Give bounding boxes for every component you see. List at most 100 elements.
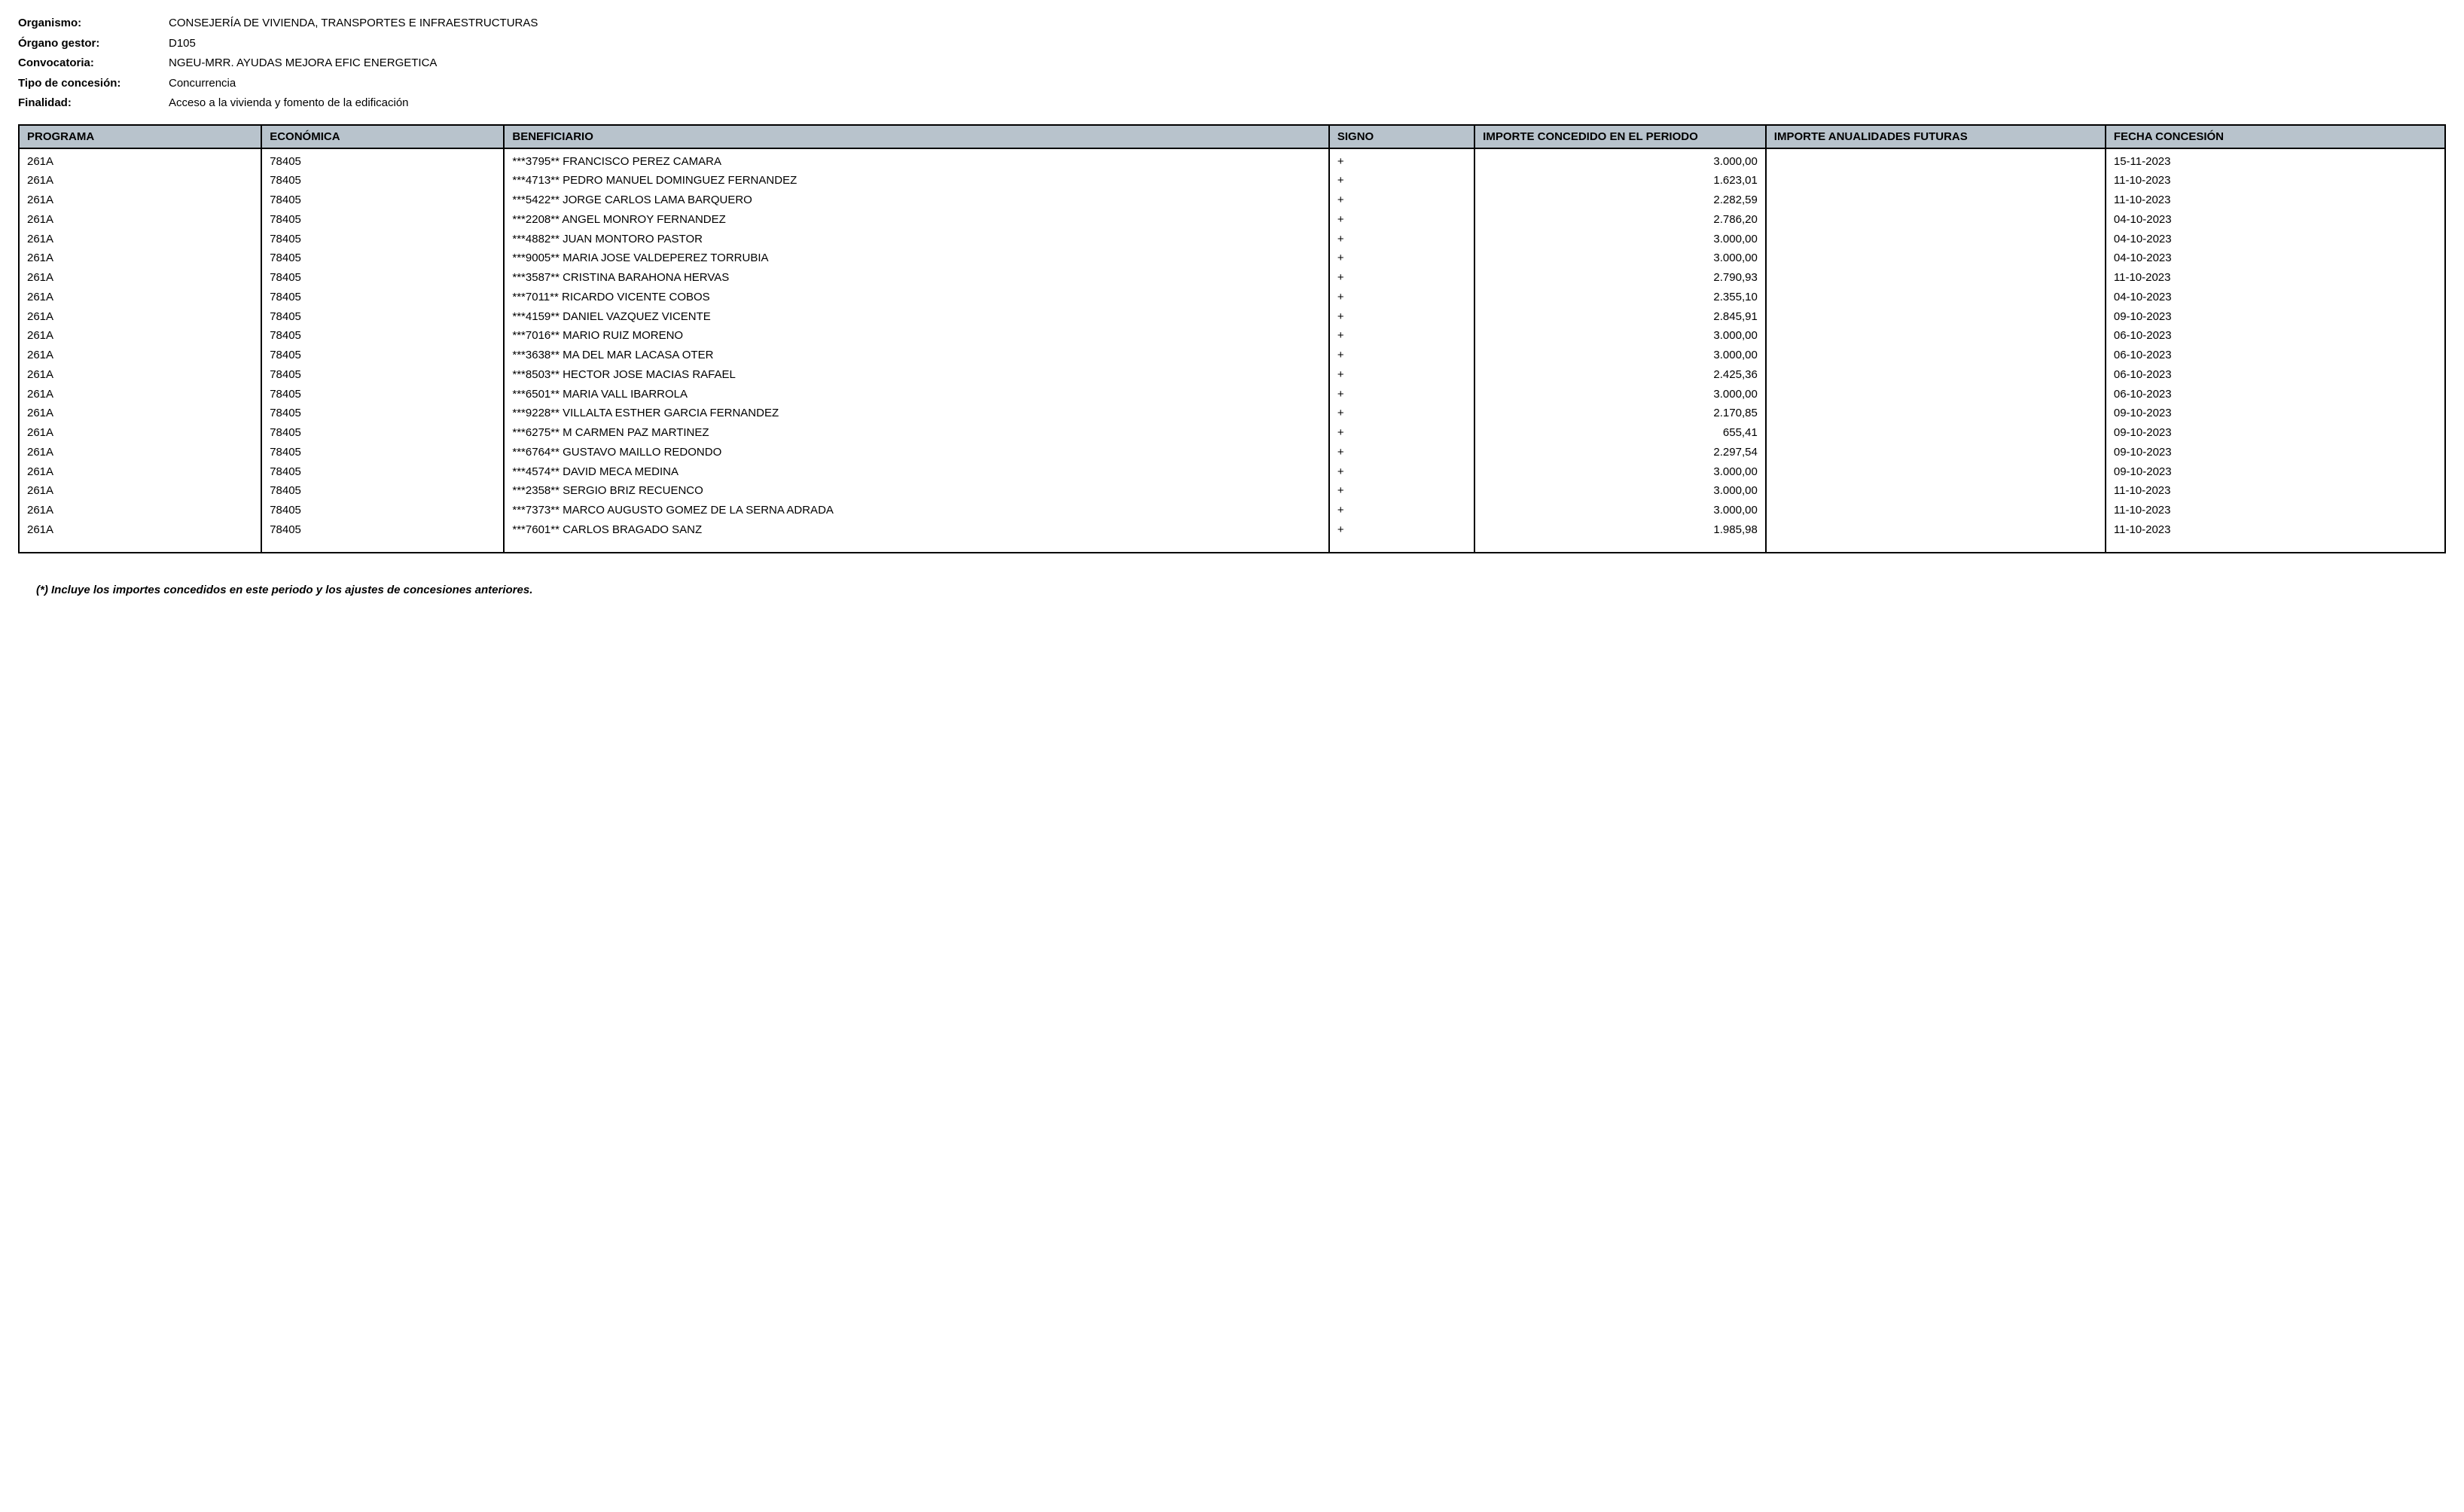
cell-economica: 78405 — [261, 481, 504, 501]
cell-beneficiario: ***6764** GUSTAVO MAILLO REDONDO — [504, 443, 1328, 462]
value-convocatoria: NGEU-MRR. AYUDAS MEJORA EFIC ENERGETICA — [169, 55, 2446, 72]
cell-economica: 78405 — [261, 365, 504, 385]
label-organismo: Organismo: — [18, 15, 169, 32]
header-row-organismo: Organismo: CONSEJERÍA DE VIVIENDA, TRANS… — [18, 15, 2446, 32]
cell-fecha: 11-10-2023 — [2106, 501, 2445, 520]
cell-programa: 261A — [19, 443, 261, 462]
cell-economica: 78405 — [261, 326, 504, 346]
cell-importe-periodo: 3.000,00 — [1474, 385, 1766, 404]
cell-economica: 78405 — [261, 404, 504, 423]
cell-importe-futuras — [1766, 307, 2106, 327]
label-tipo: Tipo de concesión: — [18, 75, 169, 93]
table-row: 261A78405***4159** DANIEL VAZQUEZ VICENT… — [19, 307, 2445, 327]
cell-importe-periodo: 655,41 — [1474, 423, 1766, 443]
cell-fecha: 09-10-2023 — [2106, 443, 2445, 462]
cell-economica: 78405 — [261, 443, 504, 462]
cell-programa: 261A — [19, 346, 261, 365]
cell-fecha: 11-10-2023 — [2106, 191, 2445, 210]
table-row: 261A78405***3795** FRANCISCO PEREZ CAMAR… — [19, 148, 2445, 172]
label-finalidad: Finalidad: — [18, 95, 169, 112]
cell-signo: + — [1329, 191, 1474, 210]
cell-signo: + — [1329, 307, 1474, 327]
cell-importe-periodo: 3.000,00 — [1474, 501, 1766, 520]
cell-beneficiario: ***7373** MARCO AUGUSTO GOMEZ DE LA SERN… — [504, 501, 1328, 520]
cell-programa: 261A — [19, 481, 261, 501]
cell-importe-futuras — [1766, 443, 2106, 462]
cell-beneficiario: ***7011** RICARDO VICENTE COBOS — [504, 288, 1328, 307]
table-row: 261A78405***7016** MARIO RUIZ MORENO+3.0… — [19, 326, 2445, 346]
cell-importe-futuras — [1766, 520, 2106, 553]
cell-fecha: 06-10-2023 — [2106, 326, 2445, 346]
cell-importe-periodo: 1.623,01 — [1474, 171, 1766, 191]
col-header-importe-periodo: IMPORTE CONCEDIDO EN EL PERIODO — [1474, 125, 1766, 148]
cell-signo: + — [1329, 385, 1474, 404]
col-header-beneficiario: BENEFICIARIO — [504, 125, 1328, 148]
cell-fecha: 11-10-2023 — [2106, 268, 2445, 288]
cell-beneficiario: ***4574** DAVID MECA MEDINA — [504, 462, 1328, 482]
cell-importe-futuras — [1766, 268, 2106, 288]
cell-signo: + — [1329, 520, 1474, 553]
cell-importe-periodo: 2.845,91 — [1474, 307, 1766, 327]
cell-programa: 261A — [19, 385, 261, 404]
cell-importe-periodo: 3.000,00 — [1474, 248, 1766, 268]
value-organismo: CONSEJERÍA DE VIVIENDA, TRANSPORTES E IN… — [169, 15, 2446, 32]
cell-signo: + — [1329, 268, 1474, 288]
cell-economica: 78405 — [261, 462, 504, 482]
value-organo: D105 — [169, 35, 2446, 53]
cell-importe-periodo: 3.000,00 — [1474, 346, 1766, 365]
cell-signo: + — [1329, 288, 1474, 307]
cell-signo: + — [1329, 230, 1474, 249]
cell-importe-futuras — [1766, 171, 2106, 191]
cell-importe-periodo: 2.355,10 — [1474, 288, 1766, 307]
col-header-economica: ECONÓMICA — [261, 125, 504, 148]
cell-beneficiario: ***4882** JUAN MONTORO PASTOR — [504, 230, 1328, 249]
cell-fecha: 04-10-2023 — [2106, 288, 2445, 307]
cell-beneficiario: ***9005** MARIA JOSE VALDEPEREZ TORRUBIA — [504, 248, 1328, 268]
cell-importe-futuras — [1766, 423, 2106, 443]
cell-importe-futuras — [1766, 148, 2106, 172]
cell-programa: 261A — [19, 171, 261, 191]
value-finalidad: Acceso a la vivienda y fomento de la edi… — [169, 95, 2446, 112]
footnote: (*) Incluye los importes concedidos en e… — [18, 584, 2446, 596]
cell-importe-futuras — [1766, 346, 2106, 365]
cell-economica: 78405 — [261, 501, 504, 520]
cell-importe-futuras — [1766, 191, 2106, 210]
table-header-row: PROGRAMA ECONÓMICA BENEFICIARIO SIGNO IM… — [19, 125, 2445, 148]
cell-importe-periodo: 2.297,54 — [1474, 443, 1766, 462]
cell-economica: 78405 — [261, 230, 504, 249]
cell-fecha: 04-10-2023 — [2106, 210, 2445, 230]
cell-importe-futuras — [1766, 462, 2106, 482]
table-row: 261A78405***8503** HECTOR JOSE MACIAS RA… — [19, 365, 2445, 385]
cell-signo: + — [1329, 423, 1474, 443]
cell-programa: 261A — [19, 288, 261, 307]
cell-beneficiario: ***2208** ANGEL MONROY FERNANDEZ — [504, 210, 1328, 230]
cell-economica: 78405 — [261, 191, 504, 210]
cell-programa: 261A — [19, 248, 261, 268]
cell-fecha: 09-10-2023 — [2106, 404, 2445, 423]
cell-programa: 261A — [19, 365, 261, 385]
cell-signo: + — [1329, 404, 1474, 423]
table-row: 261A78405***7601** CARLOS BRAGADO SANZ+1… — [19, 520, 2445, 553]
cell-fecha: 04-10-2023 — [2106, 230, 2445, 249]
cell-economica: 78405 — [261, 423, 504, 443]
table-row: 261A78405***5422** JORGE CARLOS LAMA BAR… — [19, 191, 2445, 210]
cell-economica: 78405 — [261, 307, 504, 327]
cell-beneficiario: ***7601** CARLOS BRAGADO SANZ — [504, 520, 1328, 553]
cell-programa: 261A — [19, 326, 261, 346]
cell-beneficiario: ***6501** MARIA VALL IBARROLA — [504, 385, 1328, 404]
cell-signo: + — [1329, 248, 1474, 268]
cell-importe-futuras — [1766, 210, 2106, 230]
cell-programa: 261A — [19, 501, 261, 520]
table-row: 261A78405***4574** DAVID MECA MEDINA+3.0… — [19, 462, 2445, 482]
table-row: 261A78405***7373** MARCO AUGUSTO GOMEZ D… — [19, 501, 2445, 520]
cell-beneficiario: ***8503** HECTOR JOSE MACIAS RAFAEL — [504, 365, 1328, 385]
cell-beneficiario: ***3638** MA DEL MAR LACASA OTER — [504, 346, 1328, 365]
cell-beneficiario: ***9228** VILLALTA ESTHER GARCIA FERNAND… — [504, 404, 1328, 423]
table-row: 261A78405***6501** MARIA VALL IBARROLA+3… — [19, 385, 2445, 404]
cell-programa: 261A — [19, 191, 261, 210]
col-header-signo: SIGNO — [1329, 125, 1474, 148]
cell-importe-futuras — [1766, 481, 2106, 501]
cell-signo: + — [1329, 365, 1474, 385]
cell-beneficiario: ***4713** PEDRO MANUEL DOMINGUEZ FERNAND… — [504, 171, 1328, 191]
cell-programa: 261A — [19, 520, 261, 553]
